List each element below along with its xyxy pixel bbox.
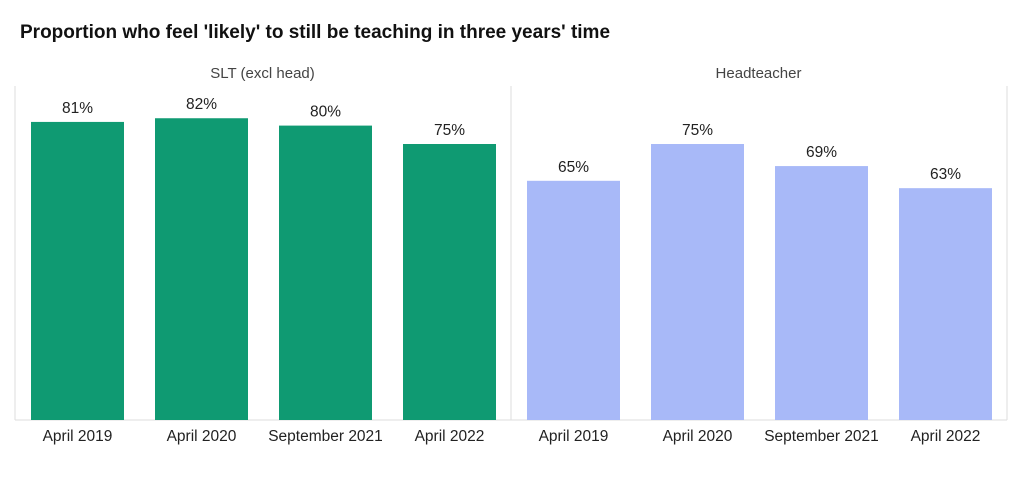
bar [279,125,372,420]
data-label: 75% [434,122,465,139]
bar [899,188,992,420]
bar [403,144,496,420]
data-label: 69% [806,144,837,161]
panel-label: Headteacher [716,65,802,82]
bar [775,166,868,420]
bar [155,118,248,421]
bar [527,180,620,420]
x-tick-label: April 2020 [663,428,733,445]
x-tick-label: September 2021 [764,428,879,445]
x-tick-label: April 2019 [43,428,113,445]
panel-label: SLT (excl head) [210,65,315,82]
x-tick-label: September 2021 [268,428,383,445]
x-tick-label: April 2022 [911,428,981,445]
bar [31,121,124,421]
x-tick-label: April 2020 [167,428,237,445]
data-label: 80% [310,104,341,121]
bar [651,144,744,420]
chart-title: Proportion who feel 'likely' to still be… [20,22,611,43]
data-label: 65% [558,159,589,176]
data-label: 75% [682,122,713,139]
x-tick-label: April 2019 [539,428,609,445]
data-label: 81% [62,100,93,117]
x-tick-label: April 2022 [415,428,485,445]
data-label: 82% [186,96,217,113]
data-label: 63% [930,166,961,183]
